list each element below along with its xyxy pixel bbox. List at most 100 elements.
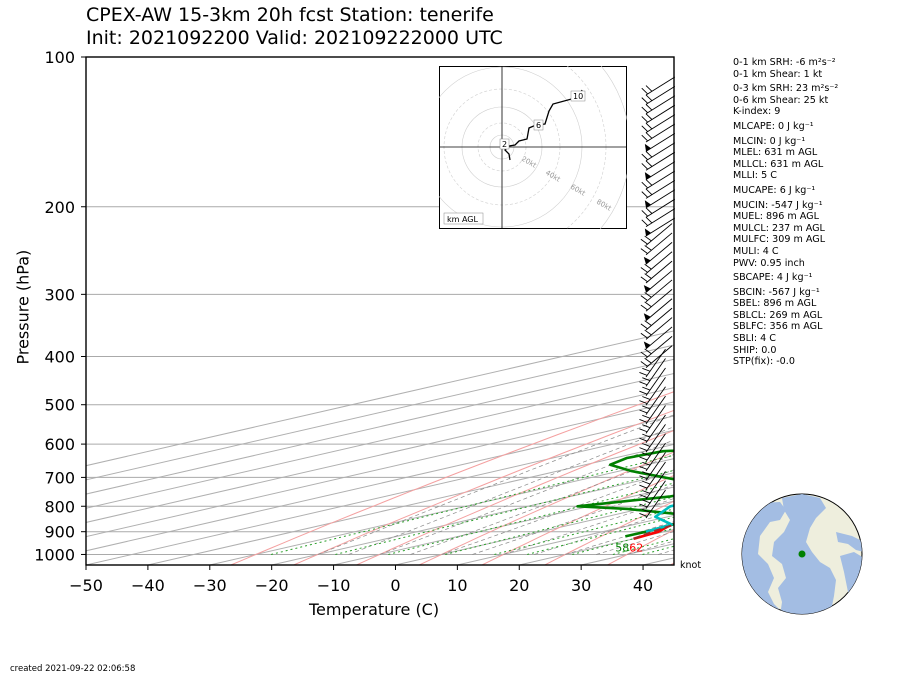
barb-staff [645,405,666,434]
dry-adiabat [481,474,674,565]
barb-flag [645,85,653,92]
isotherm-line [86,415,674,552]
barb-flag [642,424,651,429]
barb-staff [645,489,666,519]
barb-staff [645,452,666,481]
barb-staff [645,289,673,312]
barb-flag [642,471,651,476]
index-line: MUCIN: -547 J kg⁻¹ [733,199,823,211]
barb-flag [642,367,651,372]
barb-flag [639,447,648,451]
barb-flag [641,210,649,217]
mixing-ratio-line [527,516,674,555]
wind-barb [639,367,666,397]
barb-flag [639,475,648,480]
isotherm-line [209,458,674,565]
barb-staff [645,180,676,199]
barb-flag [644,348,652,355]
mixing-ratio-line [270,454,674,555]
y-tick-label: 1000 [34,545,75,564]
barb-staff [645,133,676,152]
wind-barb [641,180,676,199]
barb-flag [639,484,648,489]
barb-staff [645,367,666,397]
wind-barb [641,170,676,190]
wind-barb [643,298,673,321]
mixing-ratio-line [388,482,674,555]
wind-unit-label: knot [680,560,702,571]
wind-barb [639,489,666,519]
barb-flag [644,320,652,326]
barb-staff [645,480,666,509]
barb-pennant [644,143,652,152]
index-line: SBCIN: -567 J kg⁻¹ [733,286,820,298]
moist-adiabat [348,426,674,555]
svg-text:10: 10 [573,92,583,101]
index-line: PWV: 0.95 inch [733,257,805,269]
barb-flag [639,390,648,395]
isotherm-line [86,401,674,538]
barb-staff [645,260,673,284]
barb-staff [645,348,666,378]
wind-barb [640,336,673,359]
index-line: MULCL: 237 m AGL [733,222,825,234]
barb-staff [645,223,673,246]
mixing-ratio-line [335,469,674,555]
barb-flag [644,329,652,336]
wind-barb [640,260,673,284]
barb-flag [644,357,652,364]
barb-flag [641,116,649,123]
barb-flag [639,437,648,442]
y-axis-label: Pressure (hPa) [13,249,33,365]
index-line: 0-1 km SRH: -6 m²s⁻² [733,57,836,68]
wind-barb [640,289,673,312]
wind-barb [639,377,666,406]
wind-barb [639,348,666,378]
barb-flag [642,396,651,400]
barb-flag [644,292,652,298]
barb-flag [645,188,653,196]
barb-staff [645,298,673,321]
index-line: MUCAPE: 6 J kg⁻¹ [733,184,816,196]
isotherm-line [86,429,674,565]
barb-flag [639,494,648,498]
dry-adiabat [356,429,674,565]
barb-staff [645,471,666,500]
barb-staff [645,386,666,415]
barb-flag [640,276,648,283]
barb-flag [640,332,648,339]
chart-subtitle: Init: 2021092200 Valid: 202109222000 UTC [86,27,503,49]
wind-barb [641,142,676,162]
index-line: K-index: 9 [733,106,781,118]
barb-staff [645,232,673,256]
dry-adiabat [293,409,674,565]
barb-staff [645,433,666,462]
barb-flag [644,263,652,270]
barb-staff [645,142,676,162]
wind-barb [641,123,676,143]
barb-flag [639,456,648,461]
barb-flag [645,207,653,214]
barb-flag [640,248,648,254]
x-tick-label: −20 [255,576,289,595]
wind-barb [641,114,676,133]
barb-staff [645,345,673,368]
y-tick-label: 500 [44,396,75,415]
wind-barb [644,161,676,180]
barb-flag [642,386,651,391]
barb-staff [645,279,673,303]
wind-barb [643,270,673,293]
wind-barb [643,242,673,265]
barb-flag [639,512,648,517]
mixing-ratio-line [494,508,674,555]
wind-barb [639,480,666,509]
barb-staff [645,161,676,180]
barb-flag [642,443,651,447]
barb-flag [645,179,653,186]
hodograph-trace [504,89,583,161]
wind-barb [639,358,666,387]
index-line: SBEL: 896 m AGL [733,298,817,310]
barb-pennant [643,313,651,321]
barb-staff [645,189,676,209]
svg-text:6: 6 [536,121,541,130]
